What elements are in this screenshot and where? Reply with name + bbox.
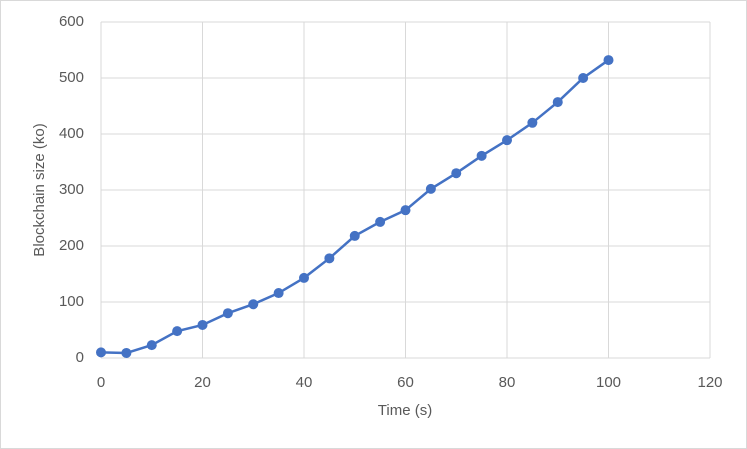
x-tick-label: 80	[499, 374, 516, 391]
data-point	[578, 73, 589, 83]
data-point	[476, 150, 487, 161]
data-point	[451, 168, 462, 179]
x-tick-label: 60	[397, 374, 414, 391]
data-point	[197, 319, 208, 330]
y-tick-label: 200	[59, 237, 84, 254]
y-tick-label: 300	[59, 181, 84, 198]
x-axis-label: Time (s)	[378, 402, 432, 419]
y-tick-label: 500	[59, 69, 84, 86]
data-point	[324, 253, 335, 264]
y-tick-label: 600	[59, 13, 84, 30]
y-tick-label: 0	[76, 349, 84, 366]
data-point	[603, 55, 614, 66]
data-point	[299, 272, 309, 283]
y-tick-label: 100	[59, 293, 84, 310]
data-point	[248, 299, 259, 310]
data-point	[146, 340, 157, 351]
y-tick-label: 400	[59, 125, 84, 142]
x-tick-label: 0	[97, 374, 105, 391]
data-point	[222, 308, 233, 319]
data-point	[502, 135, 512, 146]
x-tick-label: 120	[697, 374, 722, 391]
data-point	[375, 216, 386, 227]
data-point	[552, 97, 563, 108]
x-tick-label: 40	[296, 374, 313, 391]
data-point	[425, 183, 436, 194]
data-point	[273, 288, 284, 299]
data-point	[349, 230, 360, 241]
data-point	[121, 347, 132, 358]
data-point	[527, 117, 538, 128]
y-axis-label: Blockchain size (ko)	[31, 123, 48, 256]
x-tick-label: 100	[596, 374, 621, 391]
x-tick-label: 20	[194, 374, 211, 391]
data-point	[172, 326, 183, 337]
data-point	[400, 205, 411, 216]
data-point	[96, 347, 106, 358]
